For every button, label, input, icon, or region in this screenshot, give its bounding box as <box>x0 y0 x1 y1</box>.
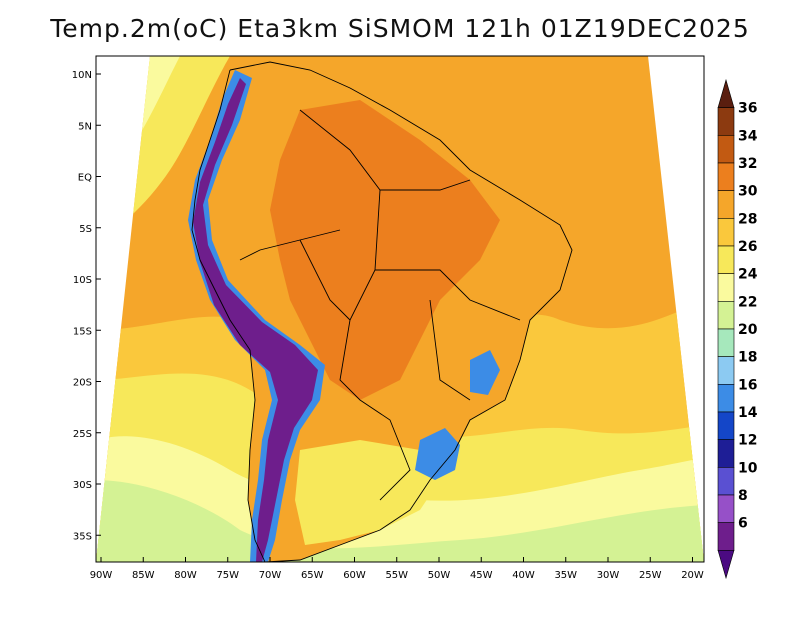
lat-tick-label: EQ <box>78 173 92 184</box>
colorbar-label: 16 <box>738 377 757 393</box>
land-hot-center <box>270 100 500 400</box>
colorbar-label: 12 <box>738 433 757 449</box>
colorbar-label: 22 <box>738 294 757 310</box>
colorbar-bottom-arrow <box>717 550 735 580</box>
lat-tick-label: 10N <box>72 70 92 81</box>
lat-tick-label: 35S <box>73 531 92 542</box>
lon-tick-label: 55W <box>385 570 408 581</box>
longitude-axis: 90W 85W 80W 75W 70W 65W 60W 55W 50W 45W 40W 35W 30W 2… <box>90 557 704 581</box>
latitude-axis: 10N 5N EQ 5S 10S 15S 20S 25S 30S 35S <box>72 70 101 542</box>
andes-cool-band <box>188 70 325 562</box>
colorbar-label: 10 <box>738 460 758 476</box>
andes-cold-band <box>193 78 318 562</box>
land-mild-south <box>295 440 440 545</box>
plot-frame <box>95 55 705 563</box>
colorbar-segment <box>717 467 735 496</box>
lon-tick-label: 90W <box>90 570 113 581</box>
lon-tick-label: 65W <box>301 570 324 581</box>
colorbar-segment <box>717 439 735 468</box>
colorbar-label: 14 <box>738 405 758 421</box>
lat-tick-label: 25S <box>73 429 92 440</box>
lon-tick-label: 35W <box>554 570 577 581</box>
lon-tick-label: 30W <box>597 570 620 581</box>
lon-tick-label: 70W <box>259 570 282 581</box>
colorbar-segment <box>717 384 735 413</box>
colorbar-label: 8 <box>738 488 748 504</box>
lat-tick-label: 5N <box>78 121 92 132</box>
colorbar-label: 26 <box>738 239 757 255</box>
southeast-highlands <box>415 428 460 480</box>
colorbar-segment <box>717 107 735 136</box>
lat-tick-label: 15S <box>73 326 92 337</box>
lon-tick-label: 45W <box>470 570 493 581</box>
lon-tick-label: 50W <box>428 570 451 581</box>
colorbar-segment <box>717 190 735 219</box>
lon-tick-label: 60W <box>343 570 366 581</box>
colorbar-label: 30 <box>738 184 758 200</box>
lon-tick-label: 75W <box>216 570 239 581</box>
lon-tick-label: 40W <box>512 570 535 581</box>
lon-tick-label: 85W <box>132 570 155 581</box>
ocean-cold-region <box>96 480 704 562</box>
lat-tick-label: 30S <box>73 480 92 491</box>
map-title: Temp.2m(oC) Eta3km SiSMOM 121h 01Z19DEC2… <box>50 14 750 43</box>
colorbar-segment <box>717 162 735 191</box>
colorbar-segment <box>717 135 735 164</box>
colorbar-segment <box>717 218 735 247</box>
lon-tick-label: 20W <box>681 570 704 581</box>
colorbar-segment <box>717 411 735 440</box>
colorbar-label: 36 <box>738 101 757 117</box>
colorbar-segment <box>717 245 735 274</box>
lat-tick-label: 10S <box>73 275 92 286</box>
colorbar-top-arrow <box>717 78 735 108</box>
lat-tick-label: 5S <box>79 224 92 235</box>
colorbar-label: 6 <box>738 516 748 532</box>
colorbar-label: 34 <box>738 128 758 144</box>
lon-tick-label: 80W <box>174 570 197 581</box>
colorbar-segment <box>717 328 735 357</box>
colorbar-label: 32 <box>738 156 757 172</box>
colorbar-label: 18 <box>738 350 757 366</box>
colorbar-segment <box>717 356 735 385</box>
lon-tick-label: 25W <box>639 570 662 581</box>
colorbar-segment <box>717 494 735 523</box>
colorbar-segment <box>717 522 735 551</box>
political-borders <box>191 61 573 563</box>
colorbar-segment <box>717 273 735 302</box>
colorbar-label: 28 <box>738 211 757 227</box>
lat-tick-label: 20S <box>73 378 92 389</box>
colorbar-label: 24 <box>738 267 758 283</box>
colorbar-segment <box>717 301 735 330</box>
southeast-highlands-2 <box>470 350 500 395</box>
colorbar-label: 20 <box>738 322 758 338</box>
